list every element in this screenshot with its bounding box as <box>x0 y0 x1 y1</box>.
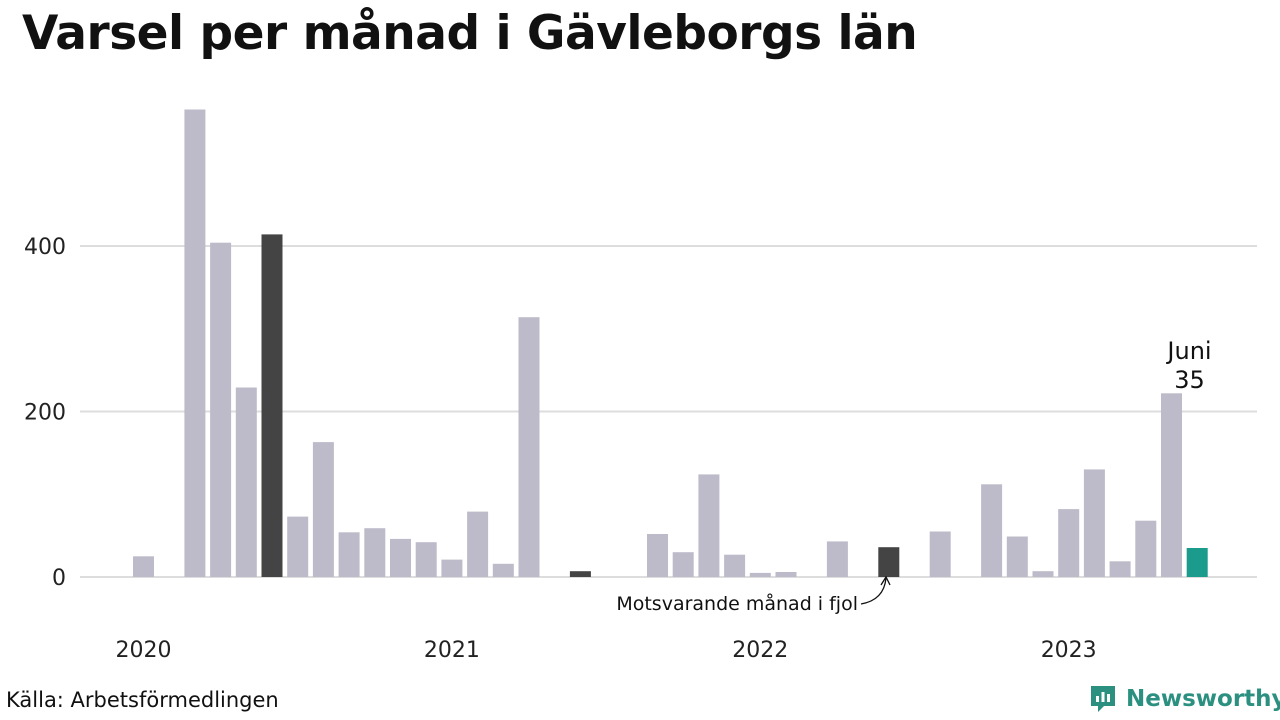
y-tick-label: 0 <box>52 566 66 591</box>
bar-2022-01 <box>749 572 771 577</box>
x-tick-label: 2020 <box>116 638 172 663</box>
x-tick-label: 2023 <box>1041 638 1097 663</box>
bar-2023-03 <box>1109 561 1131 577</box>
annotations: Juni 35 Motsvarande månad i fjol <box>616 337 1211 615</box>
bar-2020-12 <box>415 542 437 577</box>
bar-2021-04 <box>518 317 540 577</box>
bar-2022-08 <box>929 531 951 577</box>
brand-name: Newsworthy <box>1126 686 1280 712</box>
bar-2020-05 <box>235 387 257 577</box>
bar-2021-10 <box>672 552 694 577</box>
bar-2022-11 <box>1006 536 1028 577</box>
bar-2020-09 <box>338 532 360 577</box>
y-axis-ticks: 0 200 400 <box>24 235 66 591</box>
brand-logo: Newsworthy <box>1088 684 1280 714</box>
bar-2023-02 <box>1083 469 1105 577</box>
bar-2021-01 <box>441 559 463 577</box>
bar-2023-04 <box>1135 520 1157 577</box>
bar-2020-01 <box>133 556 154 577</box>
annotation-arrow <box>860 577 887 605</box>
newsworthy-logo-icon <box>1091 686 1115 712</box>
bar-2023-05 <box>1161 393 1182 577</box>
bar-2022-12 <box>1032 571 1054 577</box>
bar-2021-11 <box>698 474 720 577</box>
annotation-arrowhead <box>880 575 891 586</box>
bar-2022-02 <box>775 572 797 577</box>
bar-2020-08 <box>312 442 334 577</box>
bar-2020-06 <box>261 234 283 577</box>
bar-2021-06 <box>569 571 591 577</box>
bar-2023-01 <box>1058 509 1080 577</box>
y-tick-label: 200 <box>24 401 66 426</box>
chart-title: Varsel per månad i Gävleborgs län <box>22 6 918 61</box>
bar-2020-04 <box>210 242 232 577</box>
y-tick-label: 400 <box>24 235 66 260</box>
bar-2022-06 <box>878 547 900 577</box>
x-tick-label: 2022 <box>732 638 788 663</box>
bar-2020-11 <box>390 538 411 577</box>
bars <box>133 109 1208 577</box>
bar-2020-10 <box>364 528 386 577</box>
previous-year-annotation: Motsvarande månad i fjol <box>616 592 858 615</box>
bar-2020-07 <box>287 516 309 577</box>
bar-2021-03 <box>492 563 514 577</box>
source-note: Källa: Arbetsförmedlingen <box>6 688 279 712</box>
bar-2022-10 <box>981 484 1003 577</box>
bar-2021-12 <box>724 554 746 577</box>
bar-2020-03 <box>184 109 206 577</box>
bar-2021-02 <box>467 511 489 577</box>
current-month-label: Juni <box>1165 337 1211 365</box>
x-tick-label: 2021 <box>424 638 480 663</box>
current-value-label: 35 <box>1174 366 1205 394</box>
bar-2022-04 <box>826 541 848 577</box>
bar-2023-06 <box>1186 548 1208 577</box>
x-axis-ticks: 2020 2021 2022 2023 <box>116 638 1097 663</box>
bar-chart: 0 200 400 2020 2021 2022 2023 Juni 35 Motsvar… <box>24 109 1257 663</box>
bar-2021-09 <box>647 534 668 577</box>
